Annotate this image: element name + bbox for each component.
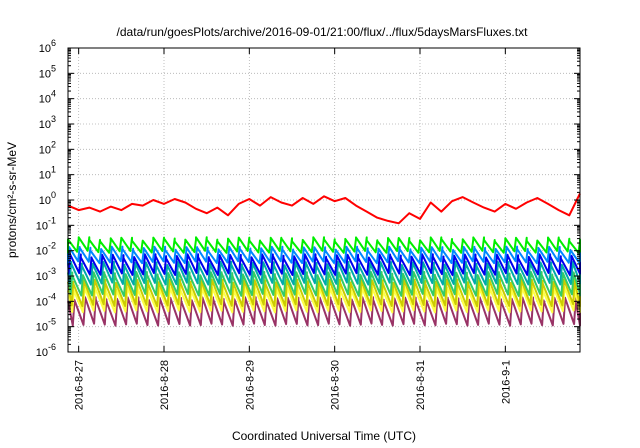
x-tick-labels: 2016-8-27 2016-8-28 2016-8-29 2016-8-30 2016… [74, 360, 513, 410]
y-tick-exponent: -6 [48, 342, 56, 352]
y-tick-exponent: 3 [51, 114, 56, 124]
y-tick-exponent: 1 [51, 165, 56, 175]
data-series [67, 193, 581, 327]
x-tick-label: 2016-9-1 [500, 360, 512, 404]
y-axis-label: protons/cm²-s-sr-MeV [5, 142, 19, 258]
x-tick-label: 2016-8-30 [330, 360, 342, 410]
y-tick-exponent: -3 [48, 266, 56, 276]
y-tick-exponent: -5 [48, 317, 56, 327]
x-tick-label: 2016-8-31 [415, 360, 427, 410]
y-tick-exponent: -1 [48, 215, 56, 225]
y-tick-exponent: 2 [51, 139, 56, 149]
y-tick-exponent: 5 [51, 63, 56, 73]
y-tick-exponent: 0 [51, 190, 56, 200]
series-line [67, 253, 581, 276]
y-tick-exponent: -2 [48, 241, 56, 251]
axis-ticks [68, 47, 580, 353]
series-line [67, 260, 581, 286]
y-tick-exponent: -4 [48, 291, 56, 301]
y-tick-exponent: 6 [51, 38, 56, 48]
x-axis-label: Coordinated Universal Time (UTC) [232, 429, 416, 443]
series-line [67, 245, 581, 265]
series-line [67, 193, 581, 225]
chart-title: /data/run/goesPlots/archive/2016-09-01/2… [117, 25, 529, 39]
series-line [67, 296, 581, 327]
series-line [67, 236, 581, 254]
x-tick-label: 2016-8-29 [244, 360, 256, 410]
x-tick-label: 2016-8-27 [74, 360, 86, 410]
x-tick-label: 2016-8-28 [159, 360, 171, 410]
series-line [67, 278, 581, 308]
y-tick-exponent: 4 [51, 89, 56, 99]
series-line [67, 271, 581, 297]
